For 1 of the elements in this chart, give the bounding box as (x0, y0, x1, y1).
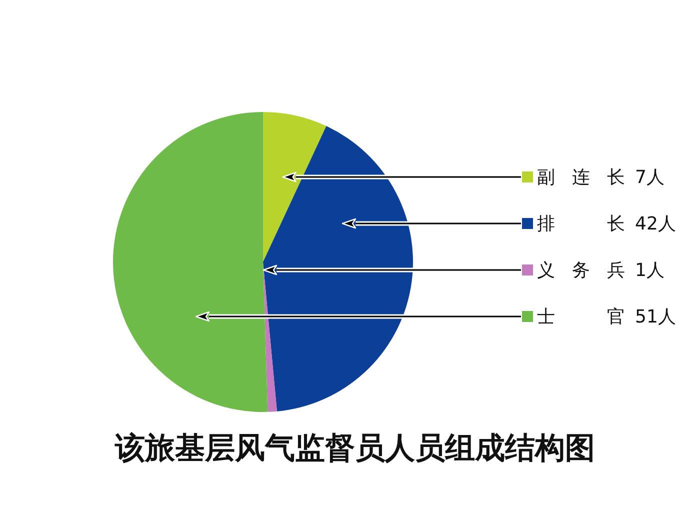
title: 该旅基层风气监督员人员组成结构图 (115, 431, 595, 466)
